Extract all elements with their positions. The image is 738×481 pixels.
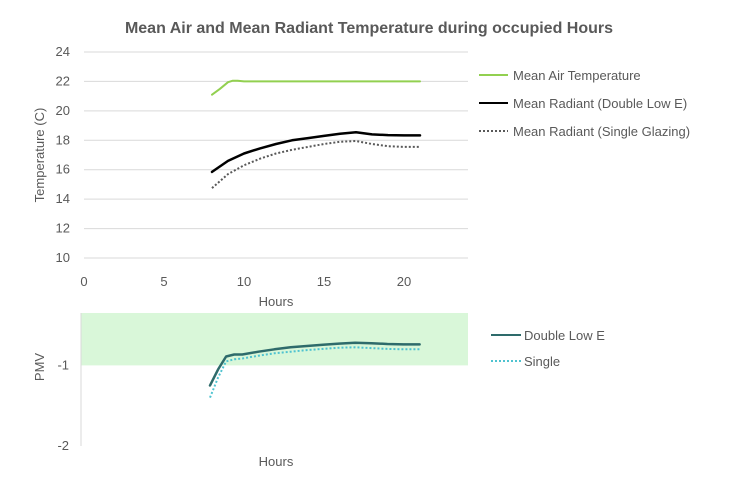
- top-x-ticks: 0 5 10 15 20: [80, 274, 411, 289]
- series-line-1: [211, 79, 421, 96]
- top-gridlines: [84, 51, 468, 259]
- top-y-tick-label: 10: [56, 250, 70, 265]
- bottom-x-axis-label: Hours: [259, 454, 294, 469]
- top-x-tick-label: 10: [237, 274, 251, 289]
- top-x-axis-label: Hours: [259, 294, 294, 309]
- top-x-tick-label: 0: [80, 274, 87, 289]
- top-y-ticks: 10 12 14 16 18 20 22 24: [56, 44, 70, 265]
- bottom-y-tick-label: -2: [57, 438, 69, 453]
- bottom-legend: Double Low E Single: [491, 328, 605, 369]
- top-x-tick-label: 20: [397, 274, 411, 289]
- bottom-series-lines: [208, 341, 421, 398]
- top-y-tick-label: 22: [56, 73, 70, 88]
- top-y-tick-label: 14: [56, 191, 70, 206]
- legend-label: Mean Radiant (Double Low E): [513, 96, 687, 111]
- top-y-tick-label: 20: [56, 103, 70, 118]
- legend-label: Mean Radiant (Single Glazing): [513, 124, 690, 139]
- bottom-y-tick-label: -1: [57, 357, 69, 372]
- pmv-legend-label: Double Low E: [524, 328, 605, 343]
- series-line-3: [211, 140, 420, 189]
- top-y-axis-label: Temperature (C): [32, 108, 47, 203]
- top-y-tick-label: 16: [56, 162, 70, 177]
- legend-label: Mean Air Temperature: [513, 68, 641, 83]
- top-series-lines: [210, 79, 422, 189]
- chart-title: Mean Air and Mean Radiant Temperature du…: [124, 20, 614, 37]
- pmv-series-line-2: [209, 346, 420, 398]
- pmv-series-line-1: [208, 341, 421, 387]
- comfort-band: [81, 313, 468, 366]
- top-y-tick-label: 18: [56, 132, 70, 147]
- top-y-tick-label: 12: [56, 221, 70, 236]
- top-x-tick-label: 15: [317, 274, 331, 289]
- top-y-tick-label: 24: [56, 44, 70, 59]
- top-x-tick-label: 5: [160, 274, 167, 289]
- bottom-y-ticks: -1 -2: [57, 357, 69, 453]
- pmv-legend-label: Single: [524, 354, 560, 369]
- bottom-y-axis-label: PMV: [32, 353, 47, 382]
- series-line-2: [210, 130, 422, 174]
- top-legend: Mean Air Temperature Mean Radiant (Double…: [479, 68, 690, 139]
